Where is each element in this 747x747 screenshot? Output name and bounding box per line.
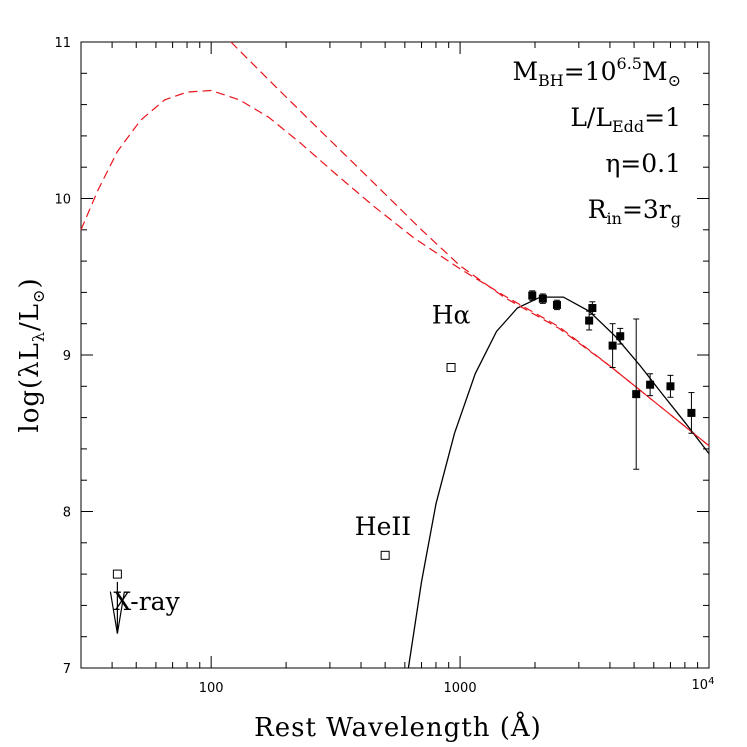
data-point [687,408,696,417]
param-eddington-ratio: L/LEdd=1 [570,103,681,136]
param-inner-radius: Rin=3rg [588,195,681,228]
annotation-xray: X-ray [113,587,180,616]
data-point [538,294,547,303]
upper-limit-arrowhead [109,591,125,634]
annotation-heii: HeII [355,512,411,541]
data-point [632,390,641,399]
open-data-point [380,550,390,560]
y-tick-label: 9 [63,349,71,364]
data-points [109,290,696,634]
y-tick-label: 11 [54,36,71,51]
data-point [528,291,537,300]
y-tick-label: 7 [63,662,71,677]
model-fit-curve [407,296,710,669]
y-tick-label: 8 [63,506,71,521]
x-tick-label: 1000 [444,681,477,696]
y-tick-label: 10 [54,193,71,208]
open-data-point [112,569,122,579]
chart-text: 100 1000 104 7 8 9 10 11 Hα HeII X-ray [54,36,714,696]
axis-ticks [80,41,710,669]
data-point [666,382,675,391]
param-efficiency: η=0.1 [605,149,681,178]
param-black-hole-mass: MBH=106.5M⊙ [512,54,681,90]
x-tick-exponent: 4 [708,676,714,687]
x-axis-label: Rest Wavelength (Å) [254,711,542,743]
open-data-point [446,363,456,373]
x-tick-label: 100 [199,681,224,696]
x-tick-label: 104 [692,676,715,693]
annotation-h: Hα [432,301,471,330]
data-point [616,332,625,341]
y-axis-label: log(λLλ/L⊙) [15,277,48,432]
data-point [552,300,561,309]
data-point [646,380,655,389]
data-point [608,341,617,350]
disk-model-curve [80,89,710,447]
data-point [588,304,597,313]
data-point [585,316,594,325]
disk-model-curve [230,41,710,447]
